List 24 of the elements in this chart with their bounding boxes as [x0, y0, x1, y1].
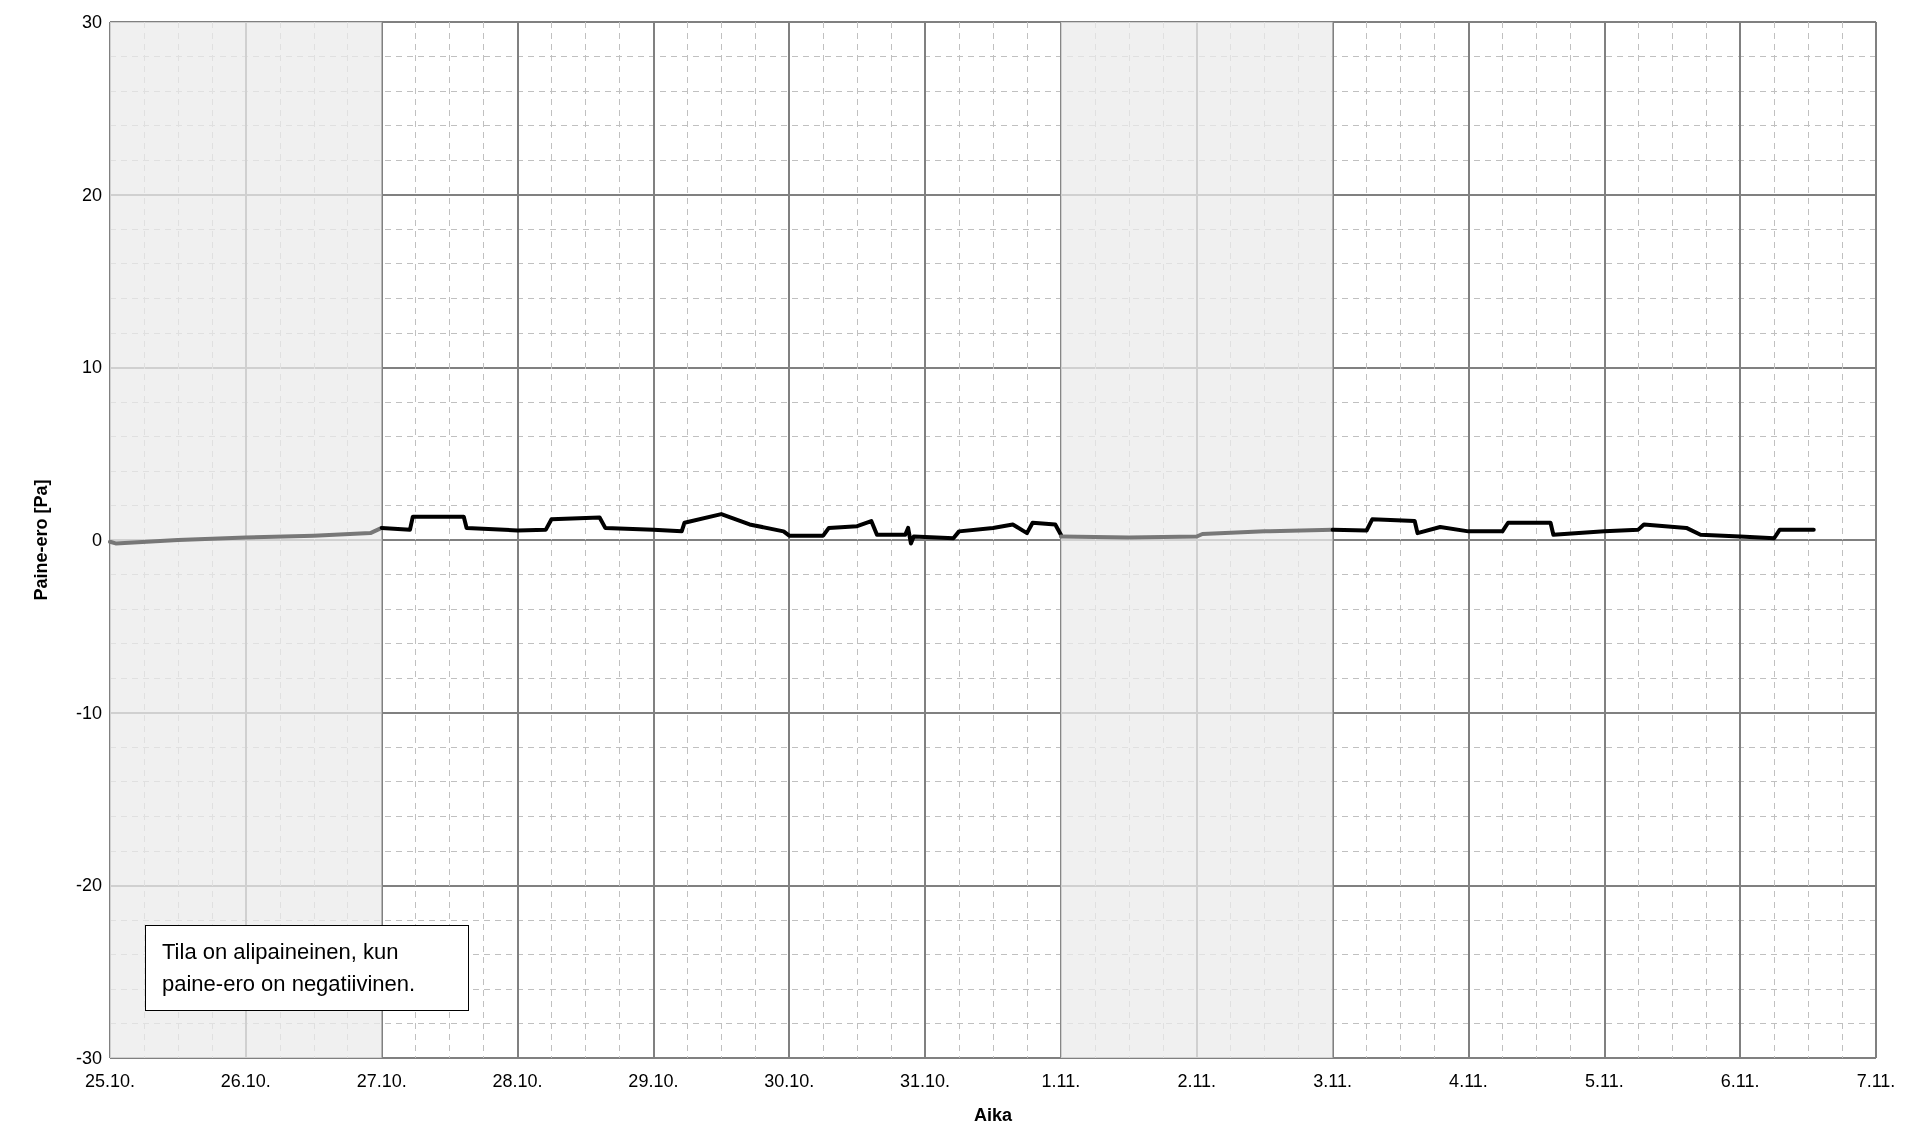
x-tick-label: 29.10.	[628, 1071, 679, 1091]
x-tick-label: 4.11.	[1449, 1071, 1488, 1091]
y-tick-label: 10	[81, 357, 102, 378]
x-tick-label: 2.11.	[1177, 1071, 1217, 1091]
x-tick-label: 30.10.	[764, 1071, 815, 1091]
x-tick-label: 5.11.	[1584, 1071, 1624, 1091]
x-tick-label: 31.10.	[900, 1071, 951, 1091]
x-tick-label: 3.11.	[1313, 1071, 1352, 1091]
x-tick-label: 26.10.	[220, 1071, 271, 1091]
y-tick-label: 30	[81, 12, 102, 32]
note-box: Tila on alipaineinen, kun paine-ero on negatiivinen.	[145, 925, 469, 1011]
x-tick-label: 27.10.	[356, 1071, 407, 1091]
x-tick-label: 7.11.	[1856, 1071, 1896, 1091]
y-tick-label: 20	[81, 184, 102, 205]
y-tick-label: -20	[75, 875, 102, 896]
x-axis-title: Aika	[973, 1105, 1013, 1125]
x-tick-label: 25.10.	[84, 1071, 136, 1091]
x-tick-label: 6.11.	[1720, 1071, 1760, 1091]
x-tick-label: 1.11.	[1041, 1071, 1081, 1091]
y-tick-label: 0	[91, 530, 102, 550]
y-tick-label: -30	[75, 1048, 102, 1068]
y-axis-title: Paine-ero [Pa]	[31, 479, 51, 601]
y-tick-label: -10	[75, 702, 102, 723]
x-tick-label: 28.10.	[492, 1071, 543, 1091]
